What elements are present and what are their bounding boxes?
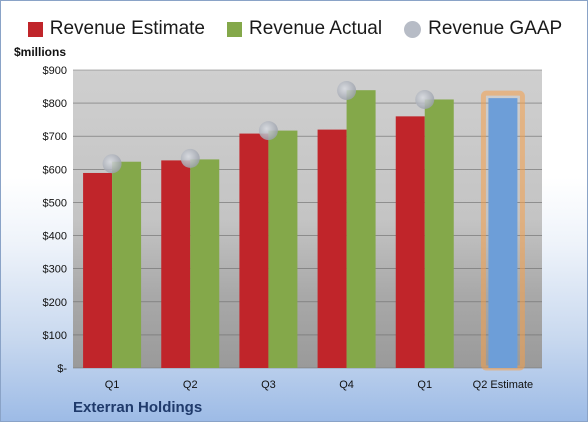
plot-background xyxy=(73,70,542,368)
legend-item-revenue-gaap: Revenue GAAP xyxy=(404,18,562,40)
legend-label-revenue-gaap: Revenue GAAP xyxy=(428,18,563,39)
y-tick-label: $- xyxy=(57,363,67,375)
marker-revenue-gaap xyxy=(415,89,435,109)
bar-revenue-estimate xyxy=(161,160,191,368)
x-tick-label: Q3 xyxy=(261,379,276,391)
y-tick-label: $500 xyxy=(43,197,67,209)
bar-revenue-actual xyxy=(112,161,142,368)
x-tick-label: Q4 xyxy=(339,379,354,391)
legend-item-revenue-actual: Revenue Actual xyxy=(227,18,382,40)
y-tick-label: $600 xyxy=(43,164,67,176)
y-tick-label: $100 xyxy=(43,330,67,342)
marker-revenue-gaap xyxy=(258,121,278,141)
bar-revenue-actual xyxy=(424,99,454,369)
bar-revenue-actual xyxy=(268,130,298,368)
company-label: Exterran Holdings xyxy=(73,399,203,416)
bar-revenue-estimate xyxy=(395,116,425,368)
x-tick-label: Q2 Estimate xyxy=(473,379,534,391)
bar-revenue-actual xyxy=(346,90,376,368)
legend-label-revenue-estimate: Revenue Estimate xyxy=(49,18,205,39)
chart-legend: Revenue Estimate Revenue Actual Revenue … xyxy=(1,15,587,43)
bar-revenue-estimate xyxy=(317,129,347,368)
legend-swatch-revenue-estimate xyxy=(27,21,43,37)
x-tick-label: Q2 xyxy=(183,379,198,391)
legend-item-revenue-estimate: Revenue Estimate xyxy=(27,18,205,40)
bar-revenue-estimate-forecast xyxy=(488,98,518,369)
y-tick-label: $800 xyxy=(43,98,67,110)
y-tick-label: $400 xyxy=(43,231,67,243)
legend-swatch-revenue-actual xyxy=(227,21,242,37)
x-tick-label: Q1 xyxy=(417,379,432,391)
bar-revenue-estimate xyxy=(83,172,113,368)
y-tick-label: $300 xyxy=(43,264,67,276)
y-tick-label: $200 xyxy=(43,297,67,309)
y-tick-label: $900 xyxy=(43,65,67,77)
marker-revenue-gaap xyxy=(337,81,357,101)
x-tick-label: Q1 xyxy=(105,379,120,391)
legend-label-revenue-actual: Revenue Actual xyxy=(249,18,383,39)
y-tick-label: $700 xyxy=(43,131,67,143)
marker-revenue-gaap xyxy=(102,154,122,174)
bar-revenue-actual xyxy=(190,159,220,368)
bar-revenue-estimate xyxy=(239,133,269,368)
y-unit-label: $millions xyxy=(14,45,67,59)
legend-swatch-revenue-gaap xyxy=(404,20,422,38)
marker-revenue-gaap xyxy=(180,148,200,168)
